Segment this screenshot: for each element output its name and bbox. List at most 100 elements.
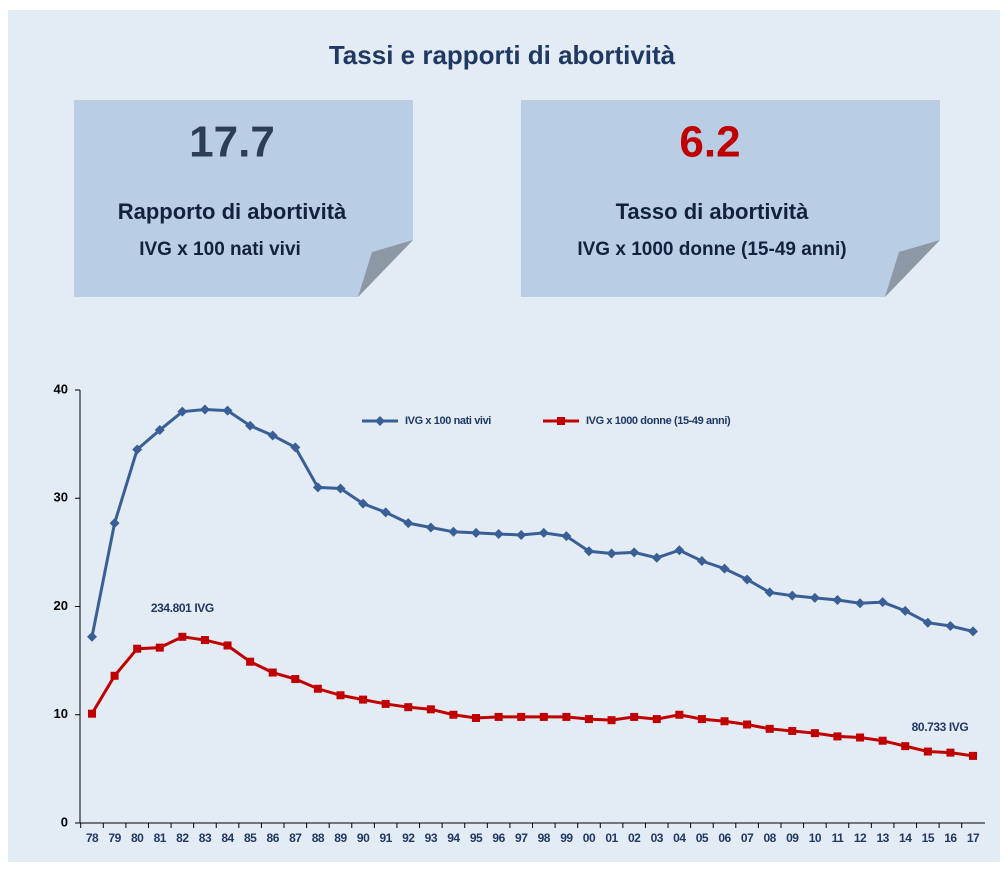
card-fold [358, 240, 413, 297]
marker [375, 416, 385, 426]
marker [448, 526, 459, 537]
card-title: Rapporto di abortività [118, 199, 347, 224]
marker [675, 710, 684, 719]
marker [154, 425, 165, 436]
marker [336, 691, 345, 700]
y-tick-label: 10 [54, 706, 68, 721]
marker [945, 620, 956, 631]
x-tick-label: 11 [832, 831, 845, 845]
x-tick-label: 83 [199, 831, 212, 845]
marker [922, 617, 933, 628]
x-tick-label: 12 [854, 831, 867, 845]
marker [697, 715, 706, 724]
marker [472, 713, 481, 722]
card-value: 6.2 [679, 118, 740, 167]
marker [809, 592, 820, 603]
marker [222, 405, 233, 416]
x-tick-label: 03 [651, 831, 664, 845]
x-tick-label: 84 [221, 831, 234, 845]
y-tick-label: 40 [54, 381, 68, 396]
marker [426, 705, 435, 714]
marker [855, 598, 866, 609]
marker [719, 563, 730, 574]
legend-label: IVG x 1000 donne (15-49 anni) [586, 415, 731, 427]
marker [246, 657, 255, 666]
x-tick-label: 78 [86, 831, 99, 845]
x-tick-label: 80 [131, 831, 144, 845]
marker [291, 675, 300, 684]
card [74, 100, 413, 297]
y-tick-label: 0 [61, 814, 68, 829]
x-tick-label: 96 [492, 831, 505, 845]
marker [109, 518, 120, 529]
marker [561, 531, 572, 542]
marker [359, 695, 368, 704]
marker [674, 545, 685, 556]
marker [696, 556, 707, 567]
marker [923, 747, 932, 756]
x-tick-label: 90 [357, 831, 370, 845]
marker [764, 587, 775, 598]
y-tick-label: 30 [54, 490, 68, 505]
marker [358, 498, 369, 509]
card-title: Tasso di abortività [616, 199, 810, 224]
x-tick-label: 82 [176, 831, 189, 845]
card-fold [885, 240, 940, 297]
slide-title: Tassi e rapporti di abortività [329, 40, 676, 70]
marker [313, 684, 322, 693]
marker [538, 527, 549, 538]
marker [425, 522, 436, 533]
x-tick-label: 15 [922, 831, 935, 845]
marker [155, 643, 164, 652]
marker [539, 712, 548, 721]
marker [290, 442, 301, 453]
card-subtitle: IVG x 100 nati vivi [139, 239, 301, 260]
marker [449, 710, 458, 719]
marker [493, 528, 504, 539]
x-tick-label: 07 [741, 831, 754, 845]
marker [833, 732, 842, 741]
marker [133, 644, 142, 653]
marker [878, 736, 887, 745]
annotation: 234.801 IVG [151, 601, 214, 615]
x-tick-label: 88 [312, 831, 325, 845]
marker [178, 632, 187, 641]
marker [132, 444, 143, 455]
marker [856, 733, 865, 742]
card-subtitle: IVG x 1000 donne (15-49 anni) [577, 239, 846, 260]
marker [268, 668, 277, 677]
x-tick-label: 91 [379, 831, 392, 845]
card-value: 17.7 [189, 118, 275, 167]
marker [562, 712, 571, 721]
x-tick-label: 02 [628, 831, 641, 845]
x-tick-label: 06 [718, 831, 731, 845]
marker [788, 726, 797, 735]
x-tick-label: 04 [673, 831, 686, 845]
marker [381, 699, 390, 708]
marker [652, 715, 661, 724]
x-tick-label: 81 [154, 831, 167, 845]
marker [557, 417, 565, 425]
marker [743, 720, 752, 729]
marker [177, 406, 188, 417]
x-tick-label: 99 [560, 831, 573, 845]
x-tick-label: 93 [425, 831, 438, 845]
marker [494, 712, 503, 721]
marker [312, 482, 323, 493]
x-tick-label: 16 [944, 831, 957, 845]
marker [630, 712, 639, 721]
marker [516, 530, 527, 541]
marker [969, 751, 977, 760]
x-tick-label: 97 [515, 831, 528, 845]
marker [968, 626, 978, 637]
marker [110, 671, 119, 680]
x-tick-label: 09 [786, 831, 799, 845]
x-tick-label: 94 [447, 831, 460, 845]
x-tick-label: 85 [244, 831, 257, 845]
marker [810, 729, 819, 738]
marker [199, 404, 210, 415]
x-tick-label: 92 [402, 831, 415, 845]
x-tick-label: 13 [876, 831, 889, 845]
